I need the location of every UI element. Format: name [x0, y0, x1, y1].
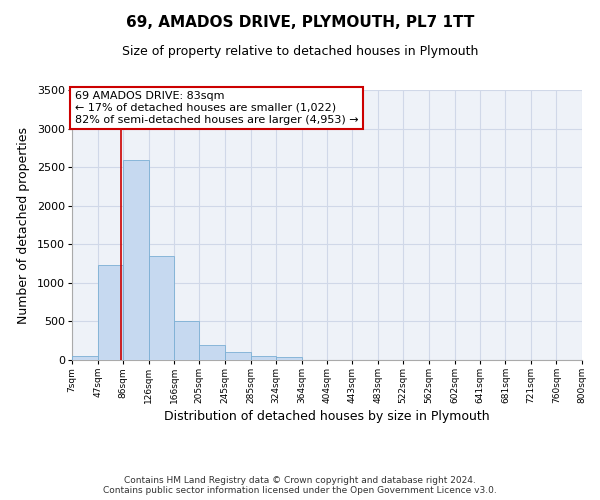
X-axis label: Distribution of detached houses by size in Plymouth: Distribution of detached houses by size …: [164, 410, 490, 424]
Bar: [276, 357, 302, 360]
Bar: [149, 256, 174, 360]
Text: 69 AMADOS DRIVE: 83sqm
← 17% of detached houses are smaller (1,022)
82% of semi-: 69 AMADOS DRIVE: 83sqm ← 17% of detached…: [74, 92, 358, 124]
Bar: [199, 344, 225, 360]
Y-axis label: Number of detached properties: Number of detached properties: [17, 126, 30, 324]
Text: 69, AMADOS DRIVE, PLYMOUTH, PL7 1TT: 69, AMADOS DRIVE, PLYMOUTH, PL7 1TT: [126, 15, 474, 30]
Bar: [225, 352, 251, 360]
Bar: [72, 356, 98, 360]
Bar: [174, 322, 199, 360]
Text: Contains HM Land Registry data © Crown copyright and database right 2024.
Contai: Contains HM Land Registry data © Crown c…: [103, 476, 497, 495]
Bar: [123, 160, 149, 360]
Bar: [98, 265, 123, 360]
Bar: [251, 356, 276, 360]
Text: Size of property relative to detached houses in Plymouth: Size of property relative to detached ho…: [122, 45, 478, 58]
